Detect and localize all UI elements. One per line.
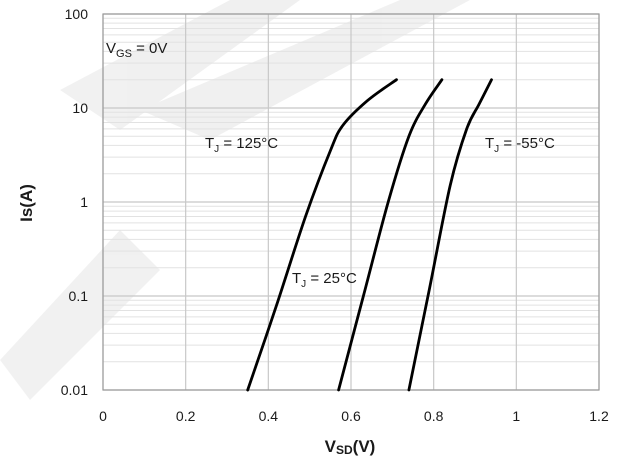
- condition-sub: GS: [116, 48, 132, 60]
- x-axis-title-sub: SD: [336, 443, 353, 457]
- series-label-sub: J: [494, 144, 499, 155]
- x-axis-title-main: V: [325, 437, 337, 456]
- condition-main: V: [106, 40, 116, 57]
- series-label-125c: TJ = 125°C: [205, 135, 278, 155]
- x-tick-label: 0.6: [341, 408, 361, 424]
- x-tick-label: 0.2: [176, 408, 196, 424]
- series-label-rest: = -55°C: [499, 135, 555, 152]
- y-tick-label: 1: [80, 194, 88, 210]
- series-curve-0: [246, 78, 398, 392]
- series-label-rest: = 125°C: [219, 135, 278, 152]
- x-tick-label: 1.2: [589, 408, 609, 424]
- series-label-main: T: [205, 135, 214, 152]
- series-label-minus55c: TJ = -55°C: [485, 135, 555, 155]
- series-label-sub: J: [214, 144, 219, 155]
- series-label-main: T: [485, 135, 494, 152]
- series-label-rest: = 25°C: [306, 270, 357, 287]
- condition-label: VGS = 0V: [106, 40, 167, 60]
- x-tick-label: 1: [512, 408, 520, 424]
- x-tick-label: 0: [99, 408, 107, 424]
- y-tick-label: 0.01: [61, 382, 88, 398]
- x-axis-title: VSD(V): [325, 437, 376, 457]
- plot-frame: [102, 13, 600, 391]
- x-axis-title-unit: (V): [353, 437, 376, 456]
- y-tick-label: 0.1: [69, 288, 89, 304]
- watermark: [0, 0, 470, 400]
- series-curve-1: [337, 78, 444, 392]
- condition-rest: = 0V: [132, 40, 167, 57]
- y-tick-label: 100: [65, 6, 89, 22]
- series-label-main: T: [292, 270, 301, 287]
- x-tick-label: 0.4: [259, 408, 279, 424]
- series-label-sub: J: [301, 279, 306, 290]
- series-curve-2: [407, 78, 493, 392]
- series-curves: [246, 78, 493, 392]
- y-tick-label: 10: [72, 100, 88, 116]
- y-axis-title: Is(A): [17, 184, 36, 222]
- series-label-25c: TJ = 25°C: [292, 270, 357, 290]
- tick-labels: 0 0.2 0.4 0.6 0.8 1 1.2 100 10 1 0.1 0.01: [61, 6, 609, 424]
- x-tick-label: 0.8: [424, 408, 444, 424]
